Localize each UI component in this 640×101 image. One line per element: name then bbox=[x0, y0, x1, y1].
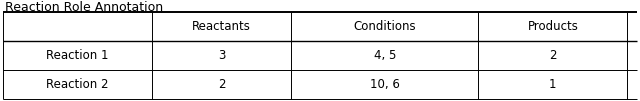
Text: Reaction 2: Reaction 2 bbox=[46, 78, 109, 91]
Text: Conditions: Conditions bbox=[354, 20, 416, 33]
Text: 2: 2 bbox=[218, 78, 225, 91]
Text: 3: 3 bbox=[218, 49, 225, 62]
Text: Reactants: Reactants bbox=[193, 20, 252, 33]
Text: 4, 5: 4, 5 bbox=[374, 49, 396, 62]
Text: Reaction 1: Reaction 1 bbox=[46, 49, 109, 62]
Text: Reaction Role Annotation: Reaction Role Annotation bbox=[5, 1, 163, 14]
Text: Products: Products bbox=[527, 20, 579, 33]
Text: 1: 1 bbox=[549, 78, 557, 91]
Text: 10, 6: 10, 6 bbox=[370, 78, 400, 91]
Text: 2: 2 bbox=[549, 49, 557, 62]
